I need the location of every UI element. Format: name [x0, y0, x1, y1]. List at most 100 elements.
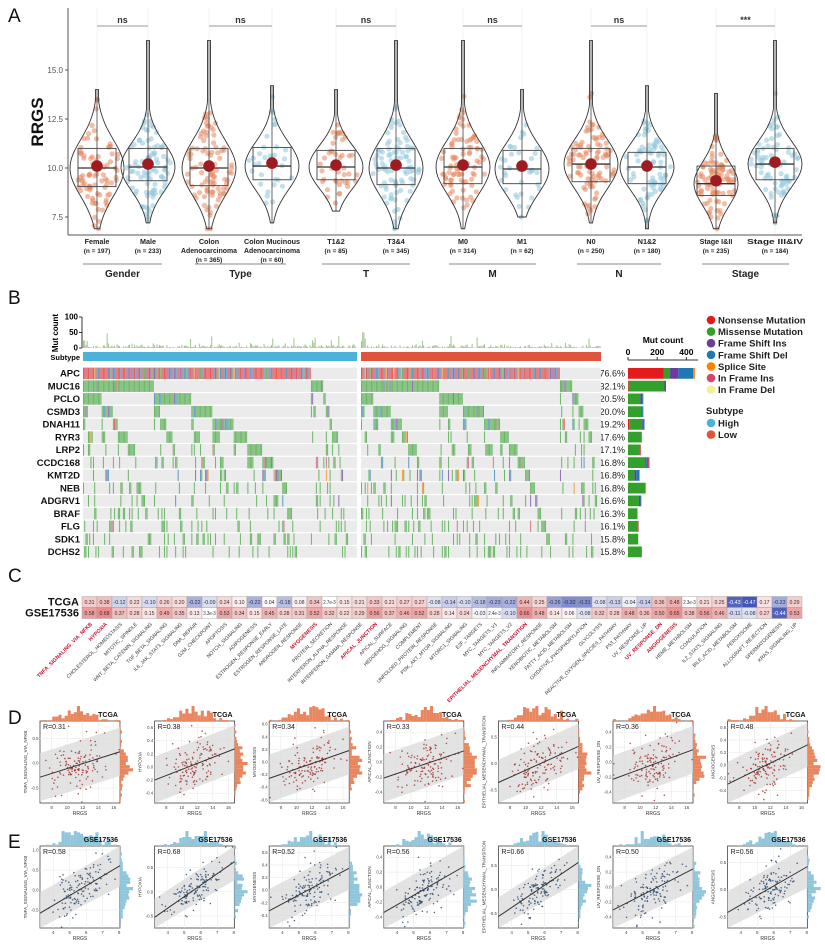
- sample-mut-count-bar: [543, 344, 545, 348]
- mutation-cell: [451, 367, 453, 380]
- mutation-cell: [592, 469, 594, 482]
- mutation-cell: [92, 393, 94, 405]
- scatter-point: [523, 787, 526, 789]
- mutation-cell: [561, 405, 563, 418]
- mutation-cell: [201, 520, 203, 533]
- mutation-cell: [141, 367, 143, 380]
- mutation-cell: [232, 367, 234, 380]
- y-axis-title: TNFA_SIGNALING_VIA_NFKB: [23, 731, 28, 794]
- mutation-cell: [110, 367, 112, 380]
- data-point: [388, 177, 394, 183]
- scatter-point: [59, 773, 62, 775]
- mutation-cell: [248, 507, 250, 520]
- marginal-histogram-bar-y: [693, 799, 694, 803]
- scatter-point: [537, 778, 540, 781]
- mutation-cell: [141, 495, 143, 507]
- mutation-cell: [176, 456, 178, 469]
- marginal-histogram-bar-y: [349, 780, 355, 785]
- sample-mut-count-bar: [489, 346, 491, 348]
- mutation-cell: [380, 405, 382, 418]
- mutation-cell: [390, 367, 392, 380]
- scatter-point: [435, 779, 438, 782]
- heatmap-cell-value: -0.13: [609, 600, 621, 606]
- data-point: [518, 191, 524, 197]
- mutation-cell: [288, 507, 290, 520]
- scatter-point: [193, 773, 195, 775]
- heatmap-cell-value: -0.12: [114, 600, 126, 606]
- mutation-cell: [119, 456, 121, 469]
- mut-count-bar-segment: [628, 457, 646, 468]
- sample-mut-count-bar: [566, 346, 568, 348]
- mutation-cell: [431, 367, 433, 380]
- mutation-cell: [538, 507, 540, 520]
- mean-marker: [203, 160, 215, 172]
- mutation-cell: [501, 367, 503, 380]
- mutation-cell: [221, 418, 223, 431]
- marginal-histogram-bar-x: [191, 706, 195, 721]
- data-point: [86, 131, 92, 137]
- mutation-cell: [102, 405, 104, 418]
- mutation-cell: [486, 495, 488, 507]
- mutation-cell: [573, 393, 575, 405]
- sample-mut-count-bar: [129, 344, 131, 348]
- scatter-point: [646, 757, 649, 759]
- data-point: [603, 178, 609, 184]
- scatter-point: [401, 791, 403, 794]
- mutation-cell: [448, 456, 450, 469]
- mutation-cell: [476, 367, 478, 380]
- heatmap-cell-value: -0.08: [579, 611, 591, 617]
- scatter-point: [175, 762, 177, 765]
- marginal-histogram-bar-x: [89, 715, 93, 721]
- mutation-cell: [116, 418, 118, 431]
- mutation-cell: [583, 456, 585, 469]
- mutation-cell: [508, 533, 510, 545]
- mutation-cell: [410, 380, 412, 392]
- scatter-point: [209, 764, 211, 766]
- mutation-cell: [584, 520, 586, 533]
- mutation-cell: [455, 507, 457, 520]
- scatter-point: [418, 763, 421, 765]
- scatter-point: [64, 764, 67, 767]
- sample-mut-count-bar: [399, 345, 401, 348]
- mutation-cell: [395, 367, 397, 380]
- scatter-point: [769, 749, 771, 752]
- mutation-cell: [281, 469, 283, 482]
- mutation-cell: [382, 380, 384, 392]
- scatter-point: [93, 764, 95, 767]
- sample-mut-count-bar: [546, 346, 548, 348]
- scatter-point: [58, 916, 61, 918]
- y-tick-label: 15.0: [47, 66, 63, 75]
- marginal-histogram-bar-y: [578, 739, 581, 744]
- mutation-cell: [312, 380, 314, 392]
- data-point: [646, 142, 652, 148]
- data-point: [210, 127, 216, 133]
- marginal-histogram-bar-x: [448, 719, 452, 721]
- mutation-cell: [480, 367, 482, 380]
- x-tick-label: 10: [179, 805, 185, 810]
- mutation-cell: [125, 380, 127, 392]
- scatter-point: [543, 766, 546, 768]
- mutation-cell: [84, 380, 86, 392]
- y-axis-title: EPITHELIAL_MESENCHYMAL_TRANSITION: [481, 716, 486, 809]
- mutation-cell: [226, 418, 228, 431]
- mutation-cell: [167, 393, 169, 405]
- sample-mut-count-bar: [512, 346, 514, 348]
- scatter-point: [415, 770, 418, 773]
- marginal-histogram-bar-y: [463, 799, 465, 803]
- mutation-cell: [312, 431, 314, 443]
- x-tick-label: 5: [68, 930, 71, 935]
- sample-mut-count-bar: [370, 346, 372, 348]
- subtype-row-label: Subtype: [50, 353, 80, 362]
- mean-marker: [457, 159, 469, 171]
- mutation-cell: [474, 469, 476, 482]
- scatter-point: [109, 858, 111, 860]
- mutation-cell: [423, 507, 425, 520]
- scatter-point: [68, 906, 71, 908]
- marginal-histogram-bar-y: [349, 736, 352, 740]
- mutation-cell: [112, 482, 114, 494]
- mutation-cell: [289, 367, 291, 380]
- scatter-point: [650, 768, 652, 770]
- data-point: [721, 201, 728, 207]
- sample-mut-count-bar: [435, 345, 437, 348]
- scatter-point: [645, 774, 647, 777]
